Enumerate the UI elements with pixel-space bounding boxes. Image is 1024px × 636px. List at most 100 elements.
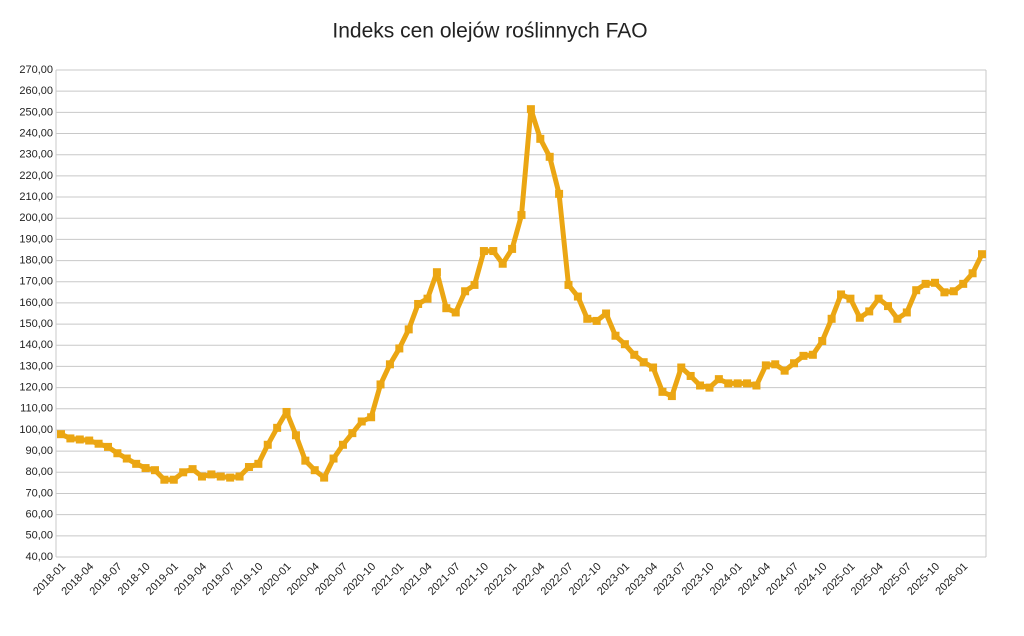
data-point: [160, 475, 169, 484]
data-point: [432, 268, 441, 277]
data-point: [884, 302, 893, 311]
data-point: [235, 472, 244, 481]
y-tick-label: 190,00: [19, 233, 53, 245]
data-point: [573, 292, 582, 301]
data-point: [282, 407, 291, 416]
y-tick-label: 140,00: [19, 339, 53, 351]
data-point: [103, 442, 112, 451]
data-point: [150, 466, 159, 475]
data-point: [658, 387, 667, 396]
data-point: [592, 316, 601, 325]
y-tick-label: 250,00: [19, 106, 53, 118]
data-point: [912, 286, 921, 295]
data-point: [827, 314, 836, 323]
data-point: [630, 350, 639, 359]
data-point: [855, 313, 864, 322]
y-tick-label: 40,00: [25, 551, 53, 563]
data-point: [122, 454, 131, 463]
data-point: [761, 361, 770, 370]
data-point: [968, 269, 977, 278]
data-point: [66, 434, 75, 443]
y-tick-label: 260,00: [19, 85, 53, 97]
data-point: [414, 299, 423, 308]
data-point: [94, 439, 103, 448]
data-point: [714, 375, 723, 384]
data-point: [837, 290, 846, 299]
data-point: [696, 381, 705, 390]
data-point: [667, 392, 676, 401]
y-tick-label: 200,00: [19, 212, 53, 224]
data-point: [244, 463, 253, 472]
data-point: [517, 211, 526, 220]
data-point: [724, 379, 733, 388]
y-tick-label: 230,00: [19, 149, 53, 161]
y-tick-label: 80,00: [25, 466, 53, 478]
data-point: [489, 247, 498, 256]
y-tick-label: 220,00: [19, 170, 53, 182]
y-tick-label: 50,00: [25, 530, 53, 542]
y-tick-label: 180,00: [19, 254, 53, 266]
data-point: [902, 308, 911, 317]
y-tick-label: 130,00: [19, 360, 53, 372]
data-point: [865, 307, 874, 316]
data-point: [461, 287, 470, 296]
data-point: [357, 417, 366, 426]
data-point: [451, 308, 460, 317]
data-point: [132, 459, 141, 468]
data-point: [85, 436, 94, 445]
data-point: [479, 247, 488, 256]
data-point: [752, 381, 761, 390]
data-point: [677, 363, 686, 372]
data-point: [188, 465, 197, 474]
y-tick-label: 150,00: [19, 318, 53, 330]
data-point: [978, 250, 986, 259]
data-point: [743, 379, 752, 388]
data-point: [207, 470, 216, 479]
data-point: [536, 134, 545, 143]
data-point: [639, 358, 648, 367]
data-point: [818, 337, 827, 346]
y-tick-label: 270,00: [19, 64, 53, 76]
data-point: [620, 340, 629, 349]
data-point: [263, 440, 272, 449]
data-point: [254, 459, 263, 468]
data-point: [564, 280, 573, 289]
y-tick-label: 210,00: [19, 191, 53, 203]
data-point: [733, 379, 742, 388]
data-point: [508, 244, 517, 253]
data-point: [404, 325, 413, 334]
data-point: [686, 371, 695, 380]
data-point: [273, 423, 282, 432]
data-point: [780, 366, 789, 375]
data-point: [169, 475, 178, 484]
y-tick-label: 100,00: [19, 424, 53, 436]
data-point: [367, 413, 376, 422]
y-tick-label: 90,00: [25, 445, 53, 457]
y-tick-label: 240,00: [19, 127, 53, 139]
data-point: [226, 473, 235, 482]
data-point: [790, 359, 799, 368]
data-point: [320, 473, 329, 482]
data-point: [57, 430, 65, 439]
data-point: [301, 456, 310, 465]
data-point: [940, 288, 949, 297]
data-point: [799, 351, 808, 360]
data-point: [376, 380, 385, 389]
data-point: [442, 304, 451, 313]
data-point: [423, 294, 432, 303]
data-point: [611, 331, 620, 340]
data-point: [846, 294, 855, 303]
data-point: [141, 464, 150, 473]
data-point: [705, 383, 714, 392]
data-point: [197, 472, 206, 481]
data-point: [921, 279, 930, 288]
y-tick-label: 60,00: [25, 509, 53, 521]
data-point: [545, 152, 554, 161]
data-point: [498, 259, 507, 268]
data-point: [949, 287, 958, 296]
data-point: [649, 363, 658, 372]
data-point: [113, 449, 122, 458]
data-point: [216, 472, 225, 481]
data-point: [291, 431, 300, 440]
